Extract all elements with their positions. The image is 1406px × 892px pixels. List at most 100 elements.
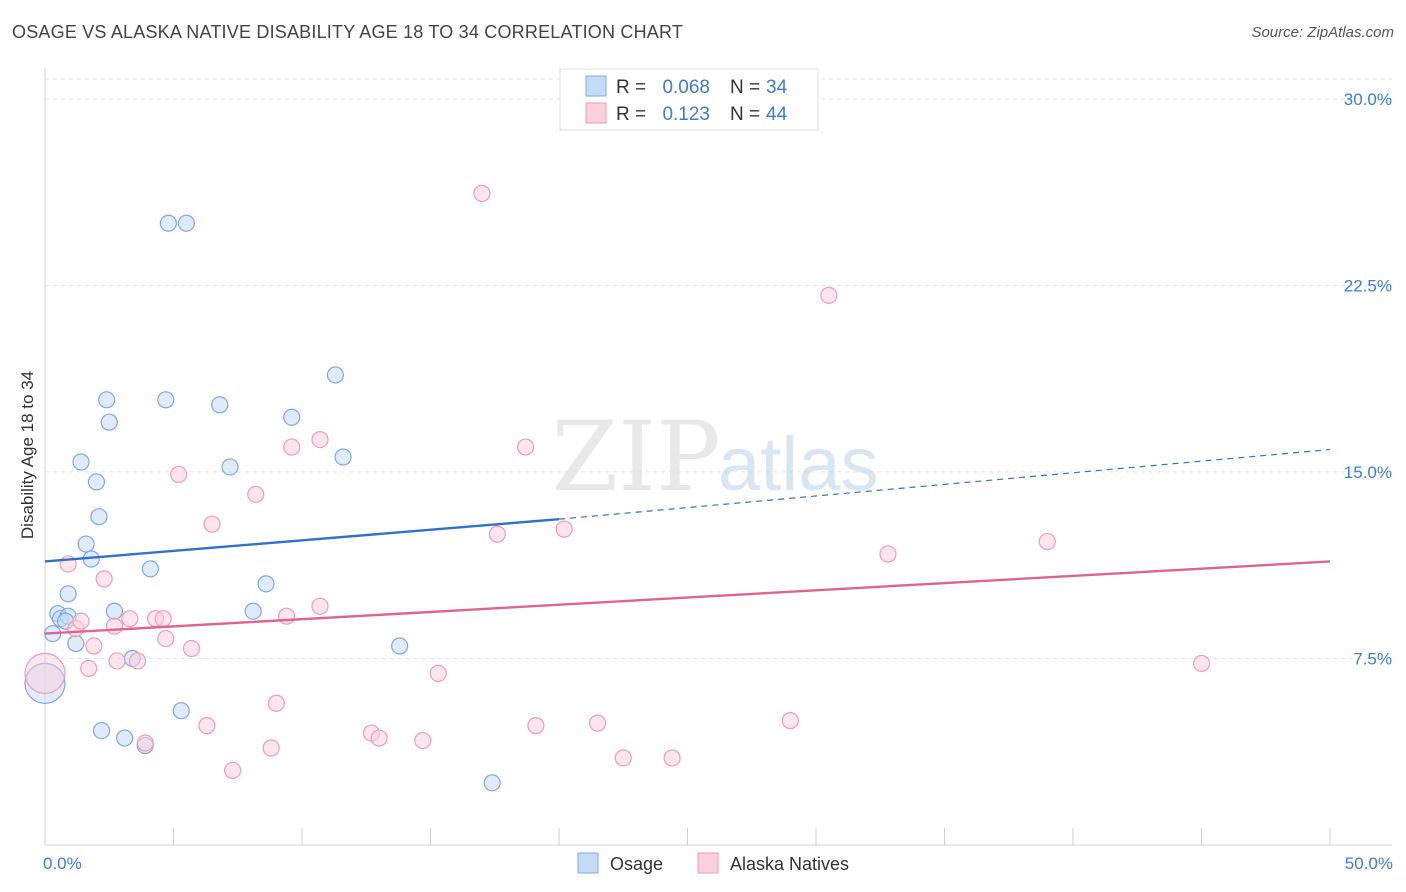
y-tick-label: 30.0% — [1344, 90, 1392, 109]
data-point — [80, 659, 98, 678]
data-point — [1192, 654, 1211, 673]
y-tick-label: 22.5% — [1344, 276, 1392, 295]
data-point — [211, 396, 229, 414]
data-point — [67, 634, 85, 653]
data-point — [100, 413, 118, 431]
data-point — [516, 438, 535, 456]
axes: 7.5% 15.0% 22.5% 30.0% 0.0% 50.0% — [43, 68, 1393, 873]
data-point — [72, 453, 90, 471]
data-point — [1038, 532, 1056, 551]
bottom-legend-label: Alaska Natives — [730, 854, 849, 874]
data-point — [488, 525, 506, 543]
y-tick-label: 7.5% — [1353, 649, 1392, 668]
data-point — [90, 508, 108, 526]
data-point — [244, 602, 262, 620]
data-point — [277, 607, 296, 625]
chart-title: OSAGE VS ALASKA NATIVE DISABILITY AGE 18… — [12, 22, 684, 42]
data-point — [614, 749, 632, 767]
legend-r-label: R = — [616, 104, 646, 125]
data-point — [98, 391, 116, 409]
y-axis-label: Disability Age 18 to 34 — [18, 371, 37, 539]
data-point — [105, 617, 123, 635]
bottom-legend-swatch — [697, 852, 719, 874]
data-point — [334, 448, 352, 466]
legend-swatch — [585, 75, 607, 97]
data-point — [257, 575, 275, 593]
legend-r-label: R = — [616, 77, 646, 98]
watermark: ZIP atlas — [551, 401, 878, 513]
legend-swatch — [585, 102, 607, 124]
data-point — [77, 535, 95, 553]
data-point — [170, 465, 188, 484]
data-point — [221, 458, 239, 476]
data-point — [128, 652, 147, 670]
data-point — [105, 602, 123, 620]
data-point — [224, 761, 242, 779]
data-point — [326, 366, 345, 384]
data-point — [24, 652, 66, 694]
data-point — [527, 717, 545, 735]
legend-n-value: 44 — [766, 104, 788, 125]
data-point — [429, 664, 447, 682]
data-point — [172, 702, 190, 720]
data-point — [203, 515, 221, 533]
data-point — [95, 570, 113, 588]
data-point — [663, 749, 681, 767]
data-point — [473, 184, 491, 202]
bottom-legend-label: Osage — [610, 854, 663, 874]
data-point — [820, 286, 838, 304]
data-point — [414, 731, 432, 750]
data-point — [157, 629, 175, 648]
trend-line — [44, 560, 1331, 635]
data-point — [108, 652, 126, 670]
data-point — [283, 408, 301, 426]
x-tick-label: 50.0% — [1345, 854, 1393, 873]
bottom-legend: Osage Alaska Natives — [577, 852, 849, 874]
data-point — [154, 610, 172, 628]
trend-lines — [44, 448, 1331, 635]
data-point — [781, 712, 799, 730]
data-point — [72, 612, 90, 630]
y-tick-label: 15.0% — [1344, 463, 1392, 482]
watermark-atlas: atlas — [718, 422, 879, 507]
trend-line — [44, 517, 560, 563]
data-point — [182, 639, 201, 658]
data-point — [121, 610, 139, 628]
legend: R = 0.068 N = 34 R = 0.123 N = 44 — [559, 68, 819, 131]
data-point — [370, 729, 388, 747]
chart-source: Source: ZipAtlas.com — [1251, 24, 1394, 41]
data-points — [24, 184, 1211, 792]
data-point — [588, 714, 607, 732]
legend-r-value: 0.123 — [662, 104, 710, 125]
x-tick-label: 0.0% — [43, 854, 82, 873]
data-point — [391, 637, 409, 655]
data-point — [136, 734, 154, 752]
data-point — [555, 520, 573, 538]
data-point — [879, 545, 897, 563]
legend-n-value: 34 — [766, 77, 788, 98]
bottom-legend-swatch — [577, 852, 599, 874]
data-point — [92, 721, 111, 740]
trend-line-extension — [558, 448, 1331, 520]
data-point — [159, 214, 177, 232]
data-point — [85, 637, 103, 655]
data-point — [267, 694, 285, 712]
data-point — [157, 391, 175, 409]
data-point — [483, 774, 501, 792]
watermark-zip: ZIP — [551, 401, 720, 513]
data-point — [247, 485, 265, 503]
data-point — [283, 438, 301, 456]
legend-n-label: N = — [730, 104, 760, 125]
grid-lines — [45, 78, 1392, 659]
data-point — [116, 729, 134, 747]
legend-r-value: 0.068 — [662, 77, 710, 98]
data-point — [87, 473, 106, 491]
data-point — [177, 214, 195, 232]
data-point — [311, 431, 329, 449]
data-point — [311, 597, 329, 615]
data-point — [262, 739, 280, 757]
data-point — [141, 560, 159, 578]
data-point — [59, 585, 77, 603]
data-point — [198, 717, 216, 735]
